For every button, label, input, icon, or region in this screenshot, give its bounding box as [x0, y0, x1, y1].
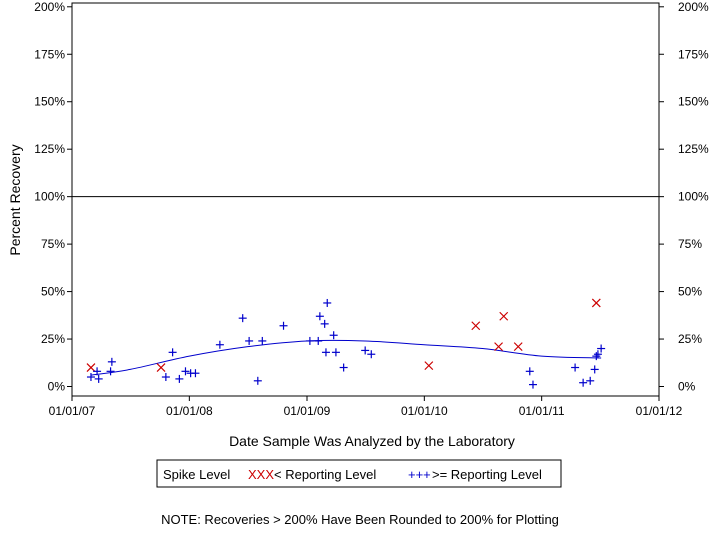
- x-tick-label: 01/01/08: [166, 404, 213, 418]
- point-above-reporting-level: [94, 374, 103, 383]
- point-above-reporting-level: [279, 321, 288, 330]
- y-tick-label-left: 0%: [48, 380, 66, 394]
- legend-label-above: >= Reporting Level: [432, 467, 542, 482]
- y-tick-label-left: 200%: [34, 0, 65, 14]
- point-below-reporting-level: [424, 361, 434, 371]
- point-above-reporting-level: [107, 357, 116, 366]
- y-tick-label-left: 25%: [41, 332, 65, 346]
- y-axis-label: Percent Recovery: [7, 144, 23, 255]
- point-below-reporting-level: [513, 342, 523, 352]
- point-above-reporting-level: [258, 336, 267, 345]
- legend-label-below: < Reporting Level: [274, 467, 376, 482]
- y-tick-label-right: 0%: [678, 380, 696, 394]
- point-above-reporting-level: [215, 340, 224, 349]
- point-above-reporting-level: [592, 352, 601, 361]
- x-tick-label: 01/01/09: [284, 404, 331, 418]
- point-above-reporting-level: [329, 331, 338, 340]
- y-tick-label-right: 50%: [678, 285, 702, 299]
- x-axis-label: Date Sample Was Analyzed by the Laborato…: [229, 433, 515, 449]
- point-above-reporting-level: [593, 350, 602, 359]
- point-above-reporting-level: [367, 350, 376, 359]
- point-above-reporting-level: [175, 374, 184, 383]
- point-below-reporting-level: [591, 298, 601, 308]
- y-tick-label-right: 125%: [678, 142, 709, 156]
- x-tick-label: 01/01/10: [401, 404, 448, 418]
- point-above-reporting-level: [586, 376, 595, 385]
- point-above-reporting-level: [528, 380, 537, 389]
- y-tick-label-left: 125%: [34, 142, 65, 156]
- point-above-reporting-level: [525, 367, 534, 376]
- y-tick-label-right: 25%: [678, 332, 702, 346]
- point-above-reporting-level: [253, 376, 262, 385]
- point-above-reporting-level: [323, 298, 332, 307]
- y-tick-label-left: 50%: [41, 285, 65, 299]
- plot-frame: [71, 2, 660, 397]
- point-below-reporting-level: [494, 342, 504, 352]
- point-above-reporting-level: [339, 363, 348, 372]
- y-tick-label-right: 175%: [678, 47, 709, 61]
- point-above-reporting-level: [238, 314, 247, 323]
- point-above-reporting-level: [315, 312, 324, 321]
- y-tick-label-right: 200%: [678, 0, 709, 14]
- point-above-reporting-level: [361, 346, 370, 355]
- point-above-reporting-level: [93, 367, 102, 376]
- y-tick-label-left: 175%: [34, 47, 65, 61]
- y-tick-label-right: 150%: [678, 95, 709, 109]
- legend-symbol-below: XXX: [248, 467, 274, 482]
- legend-title: Spike Level: [163, 467, 230, 482]
- data-points: [86, 298, 606, 389]
- point-above-reporting-level: [106, 367, 115, 376]
- legend: Spike Level XXX < Reporting Level +++ >=…: [156, 459, 562, 488]
- legend-symbol-above: +++: [408, 467, 431, 482]
- point-above-reporting-level: [320, 319, 329, 328]
- y-tick-label-left: 100%: [34, 190, 65, 204]
- point-above-reporting-level: [321, 348, 330, 357]
- y-tick-label-left: 150%: [34, 95, 65, 109]
- y-tick-label-left: 75%: [41, 237, 65, 251]
- point-above-reporting-level: [161, 373, 170, 382]
- point-below-reporting-level: [499, 311, 509, 321]
- x-tick-label: 01/01/12: [636, 404, 683, 418]
- point-above-reporting-level: [590, 365, 599, 374]
- point-above-reporting-level: [579, 378, 588, 387]
- point-above-reporting-level: [305, 336, 314, 345]
- point-below-reporting-level: [471, 321, 481, 331]
- x-tick-label: 01/01/11: [519, 404, 565, 418]
- y-tick-label-right: 75%: [678, 237, 702, 251]
- axes: 0% 0% 25% 25% 50% 50% 75% 75% 100% 100% 125% 125% 15…: [34, 0, 709, 418]
- point-above-reporting-level: [181, 367, 190, 376]
- trend-line: [90, 339, 602, 376]
- point-below-reporting-level: [156, 363, 166, 372]
- point-below-reporting-level: [86, 363, 96, 372]
- point-above-reporting-level: [331, 348, 340, 357]
- point-above-reporting-level: [597, 344, 606, 353]
- point-above-reporting-level: [191, 369, 200, 378]
- y-tick-label-right: 100%: [678, 190, 709, 204]
- x-tick-label: 01/01/07: [49, 404, 96, 418]
- point-above-reporting-level: [86, 373, 95, 382]
- point-above-reporting-level: [314, 336, 323, 345]
- point-above-reporting-level: [168, 348, 177, 357]
- point-above-reporting-level: [245, 336, 254, 345]
- footnote: NOTE: Recoveries > 200% Have Been Rounde…: [161, 512, 559, 527]
- legend-box: [156, 459, 562, 488]
- point-above-reporting-level: [571, 363, 580, 372]
